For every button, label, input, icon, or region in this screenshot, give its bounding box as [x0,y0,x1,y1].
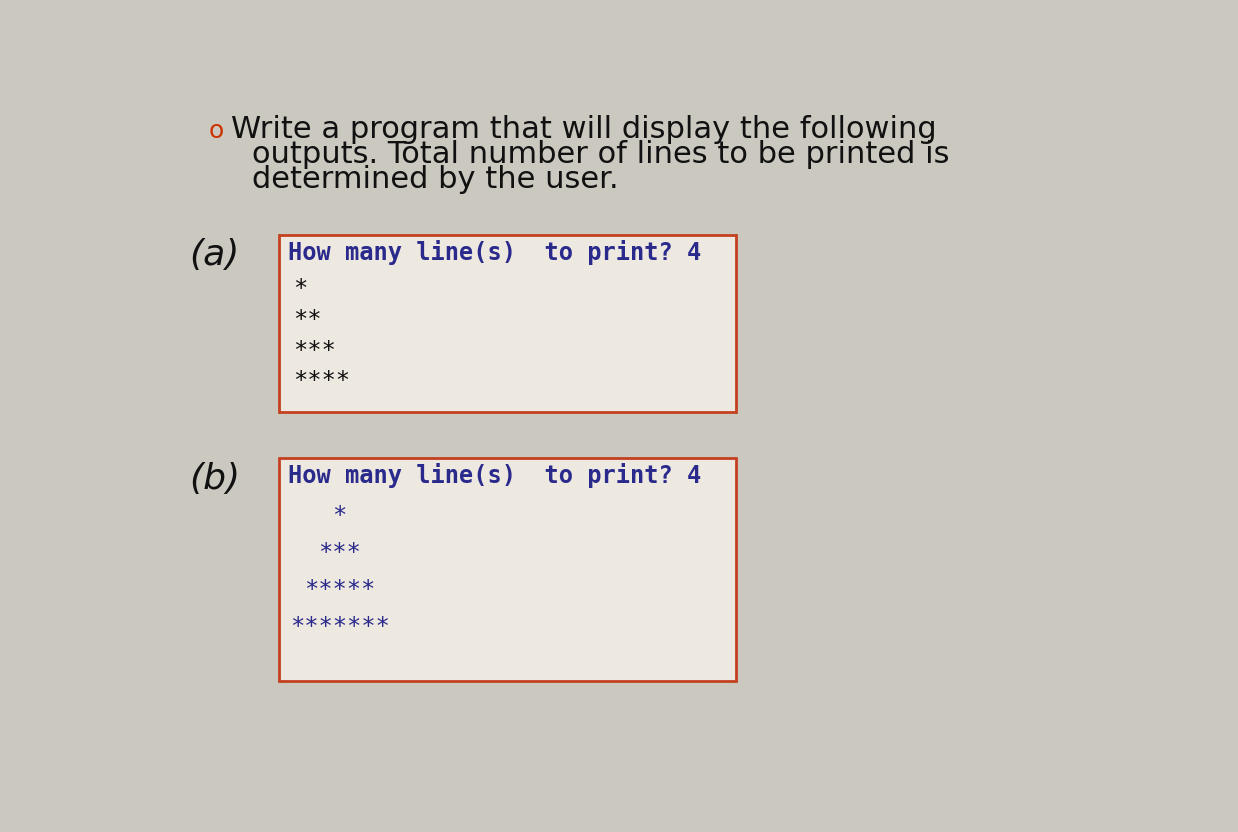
Text: *****: ***** [305,578,375,602]
Text: ****: **** [292,369,349,394]
Text: o: o [209,119,224,143]
Text: **: ** [292,308,321,332]
Text: Write a program that will display the following: Write a program that will display the fo… [230,116,936,144]
Text: ***: *** [292,339,335,363]
Text: How many line(s)  to print? 4: How many line(s) to print? 4 [288,463,701,488]
Text: *: * [292,277,307,301]
Text: (b): (b) [189,462,240,496]
Text: *******: ******* [291,615,390,639]
Text: How many line(s)  to print? 4: How many line(s) to print? 4 [288,240,701,265]
Text: ***: *** [318,541,361,565]
Text: *: * [332,504,347,528]
FancyBboxPatch shape [279,235,737,412]
FancyBboxPatch shape [279,458,737,681]
Text: outputs. Total number of lines to be printed is: outputs. Total number of lines to be pri… [251,140,950,169]
Text: determined by the user.: determined by the user. [251,165,618,194]
Text: (a): (a) [189,239,240,272]
